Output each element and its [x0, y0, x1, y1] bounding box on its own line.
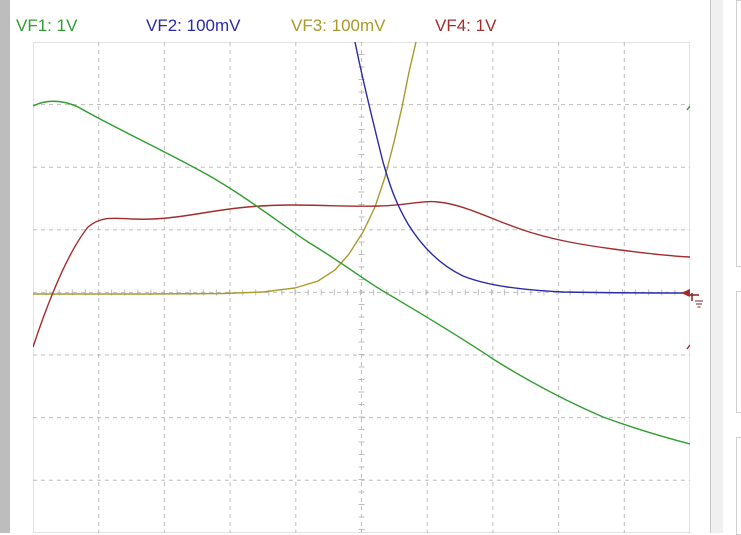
trace-vf4 [33, 200, 690, 348]
channel-vf3-label[interactable]: VF3: 100mV [291, 16, 386, 35]
channel-legend: VF1: 1V VF2: 100mV VF3: 100mV VF4: 1V [16, 16, 706, 42]
panel-divider [711, 0, 723, 533]
side-group-box-3 [736, 437, 741, 535]
vf1-edge-marker [686, 105, 690, 111]
trace-vf2 [354, 42, 690, 294]
channel-vf2-label[interactable]: VF2: 100mV [146, 16, 241, 35]
channel-vf4-label[interactable]: VF4: 1V [435, 16, 497, 35]
trigger-level-marker[interactable] [681, 289, 690, 297]
channel-vf1-label[interactable]: VF1: 1V [16, 16, 78, 35]
ground-icon [690, 293, 703, 308]
side-group-box-2 [736, 291, 741, 413]
scope-screen[interactable] [33, 42, 690, 533]
side-control-panel [723, 0, 741, 535]
trace-vf3 [33, 42, 417, 295]
vf4-edge-marker [686, 344, 690, 350]
trace-vf1 [33, 100, 690, 445]
center-axis-ticks [33, 42, 689, 530]
side-group-box-1 [736, 0, 741, 267]
